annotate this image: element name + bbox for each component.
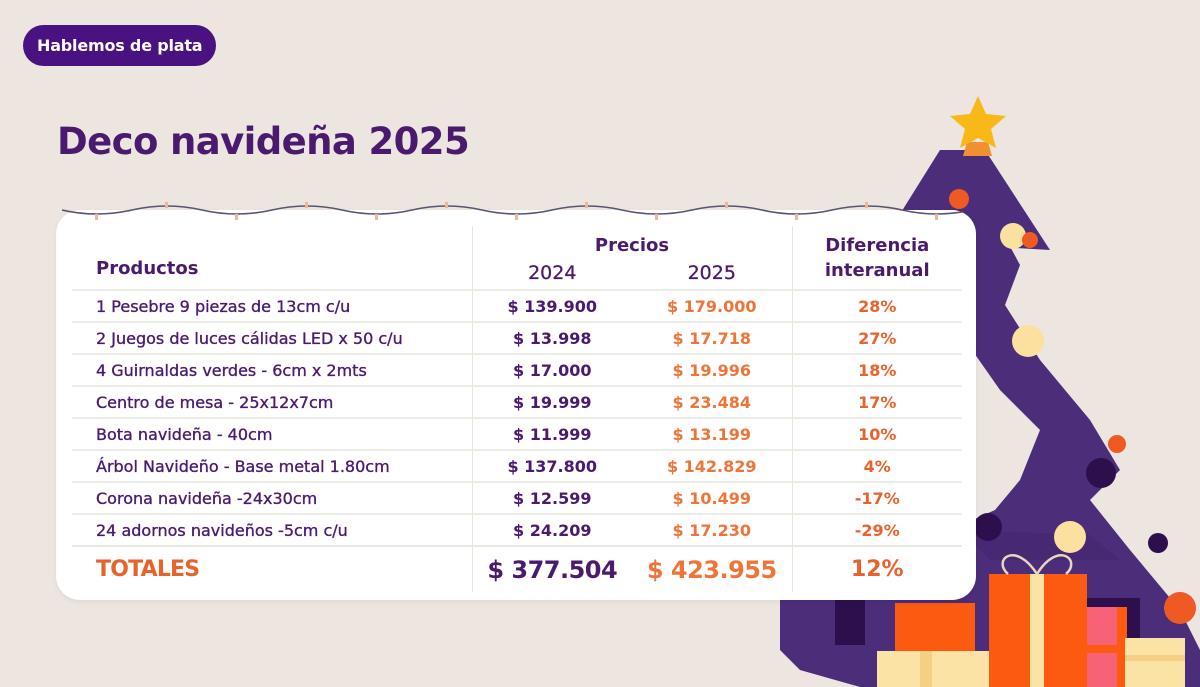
product-name: Árbol Navideño - Base metal 1.80cm: [72, 449, 472, 482]
ornament: [1108, 435, 1126, 453]
diferencia-value: 27%: [791, 321, 962, 354]
diferencia-value: 10%: [791, 417, 962, 450]
price-2025: $ 10.499: [632, 481, 792, 514]
table-row: Árbol Navideño - Base metal 1.80cm $ 137.…: [72, 449, 962, 482]
product-name: Centro de mesa - 25x12x7cm: [72, 385, 472, 418]
totals-diferencia: 12%: [791, 545, 962, 592]
diferencia-value: -17%: [791, 481, 962, 514]
price-2025: $ 17.718: [632, 321, 792, 354]
price-2025: $ 19.996: [632, 353, 792, 386]
price-2025: $ 13.199: [632, 417, 792, 450]
price-2025: $ 17.230: [632, 513, 792, 546]
price-2025: $ 23.484: [632, 385, 792, 418]
price-2024: $ 137.800: [471, 449, 632, 482]
star-base: [963, 142, 992, 156]
price-2024: $ 24.209: [471, 513, 632, 546]
price-2024: $ 19.999: [471, 385, 632, 418]
string-lights-icon: [62, 202, 962, 220]
ornament: [1148, 533, 1168, 553]
section-badge: Hablemos de plata: [23, 25, 217, 66]
product-name: 1 Pesebre 9 piezas de 13cm c/u: [72, 289, 472, 322]
header-2025: 2025: [632, 256, 792, 291]
table-row: 24 adornos navideños -5cm c/u $ 24.209 $ 1…: [72, 513, 962, 546]
table-row: Corona navideña -24x30cm $ 12.599 $ 10.499…: [72, 481, 962, 514]
header-productos: Productos: [96, 258, 199, 279]
gift-boxes-icon: [877, 554, 1185, 687]
totals-label: TOTALES: [72, 545, 472, 592]
product-name: 4 Guirnaldas verdes - 6cm x 2mts: [72, 353, 472, 386]
table-row: Bota navideña - 40cm $ 11.999 $ 13.199 10%: [72, 417, 962, 450]
ornament: [974, 513, 1002, 541]
price-2024: $ 11.999: [471, 417, 632, 450]
star-icon: [950, 96, 1006, 148]
product-name: Corona navideña -24x30cm: [72, 481, 472, 514]
product-name: 2 Juegos de luces cálidas LED x 50 c/u: [72, 321, 472, 354]
header-diferencia: Diferencia interanual: [791, 226, 962, 290]
price-2024: $ 13.998: [471, 321, 632, 354]
header-precios: Precios: [471, 226, 792, 256]
product-name: 24 adornos navideños -5cm c/u: [72, 513, 472, 546]
ornament: [1012, 325, 1044, 357]
table-row: 1 Pesebre 9 piezas de 13cm c/u $ 139.900 $…: [72, 289, 962, 322]
ornament: [949, 189, 969, 209]
diferencia-value: 28%: [791, 289, 962, 322]
table-row: Centro de mesa - 25x12x7cm $ 19.999 $ 23.4…: [72, 385, 962, 418]
ornament: [1054, 521, 1086, 553]
ornament: [1022, 232, 1038, 248]
ornament: [1164, 592, 1196, 624]
diferencia-value: 18%: [791, 353, 962, 386]
totals-row: TOTALES $ 377.504 $ 423.955 12%: [72, 545, 962, 592]
price-table: Productos Precios Diferencia interanual …: [72, 226, 962, 592]
price-2025: $ 179.000: [632, 289, 792, 322]
price-2024: $ 12.599: [471, 481, 632, 514]
header-2024: 2024: [471, 256, 632, 291]
table-row: 2 Juegos de luces cálidas LED x 50 c/u $ …: [72, 321, 962, 354]
ornament: [1086, 458, 1116, 488]
diferencia-value: -29%: [791, 513, 962, 546]
price-2024: $ 17.000: [471, 353, 632, 386]
header-diferencia-line2: interanual: [824, 259, 930, 281]
diferencia-value: 4%: [791, 449, 962, 482]
page-title: Deco navideña 2025: [57, 120, 470, 163]
price-2025: $ 142.829: [632, 449, 792, 482]
product-name: Bota navideña - 40cm: [72, 417, 472, 450]
totals-2024: $ 377.504: [471, 545, 632, 592]
table-row: 4 Guirnaldas verdes - 6cm x 2mts $ 17.000…: [72, 353, 962, 386]
diferencia-value: 17%: [791, 385, 962, 418]
price-2024: $ 139.900: [471, 289, 632, 322]
totals-2025: $ 423.955: [632, 545, 792, 592]
ornament: [1000, 223, 1026, 249]
header-diferencia-line1: Diferencia: [825, 234, 930, 256]
